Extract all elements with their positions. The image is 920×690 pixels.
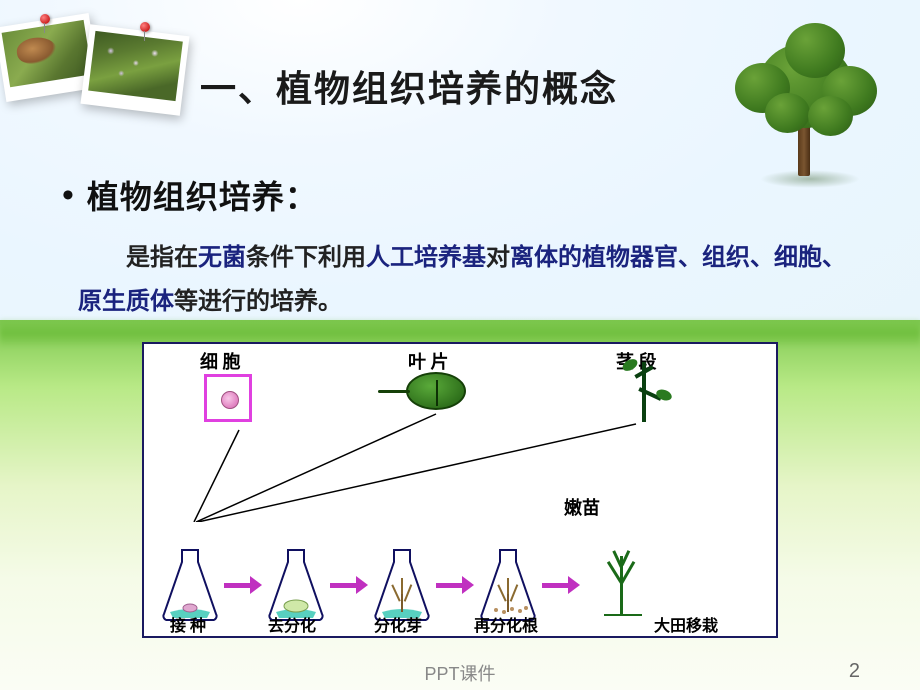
arrow-icon [224, 572, 262, 598]
definition-text: 是指在无菌条件下利用人工培养基对离体的植物器官、组织、细胞、原生质体等进行的培养… [78, 236, 868, 325]
flask-shoot-differentiation [372, 548, 432, 622]
stage-label: 去分化 [268, 612, 316, 636]
stage-label: 大田移栽 [654, 612, 718, 636]
pushpin-icon [140, 22, 150, 32]
flask-row [158, 522, 762, 622]
footer-text: PPT课件 [424, 660, 495, 686]
arrow-icon [330, 572, 368, 598]
slide-footer: PPT课件 2 [0, 660, 920, 684]
sapling-icon [596, 536, 648, 616]
definition-keyword: 无菌 [198, 245, 246, 271]
definition-keyword: 人工培养基 [366, 245, 486, 271]
decor-tree [730, 18, 880, 198]
top-label-cell: 细 胞 [200, 348, 241, 374]
flask-dedifferentiate [266, 548, 326, 622]
stage-label: 分化芽 [374, 612, 422, 636]
arrow-icon [542, 572, 580, 598]
slide-title: 一、植物组织培养的概念 [200, 68, 618, 109]
cell-icon [204, 374, 252, 422]
slide-title-row: 一、植物组织培养的概念 [200, 60, 618, 112]
definition-part: 条件下利用 [246, 245, 366, 271]
definition-part: 等进行的培养。 [174, 289, 342, 315]
process-diagram: 细 胞 叶 片 茎 段 嫩苗 [142, 342, 778, 638]
flask-inoculate [160, 548, 220, 622]
bullet-heading: 植物组织培养： [62, 179, 318, 215]
pushpin-icon [40, 14, 50, 24]
flask-root-redifferentiation [478, 548, 538, 622]
bullet-heading-row: 植物组织培养： [62, 172, 318, 218]
shoot-label: 嫩苗 [564, 494, 600, 520]
definition-part: 是指在 [126, 245, 198, 271]
stage-label: 接 种 [170, 612, 206, 636]
arrow-icon [436, 572, 474, 598]
decor-photo-flowers [80, 24, 189, 116]
stem-segment-icon [620, 362, 670, 422]
stage-label: 再分化根 [474, 612, 538, 636]
page-number: 2 [849, 660, 860, 683]
leaf-icon [406, 372, 466, 410]
top-label-leaf: 叶 片 [408, 348, 449, 374]
stage-labels: 接 种 去分化 分化芽 再分化根 大田移栽 [144, 612, 776, 634]
definition-part: 对 [486, 245, 510, 271]
